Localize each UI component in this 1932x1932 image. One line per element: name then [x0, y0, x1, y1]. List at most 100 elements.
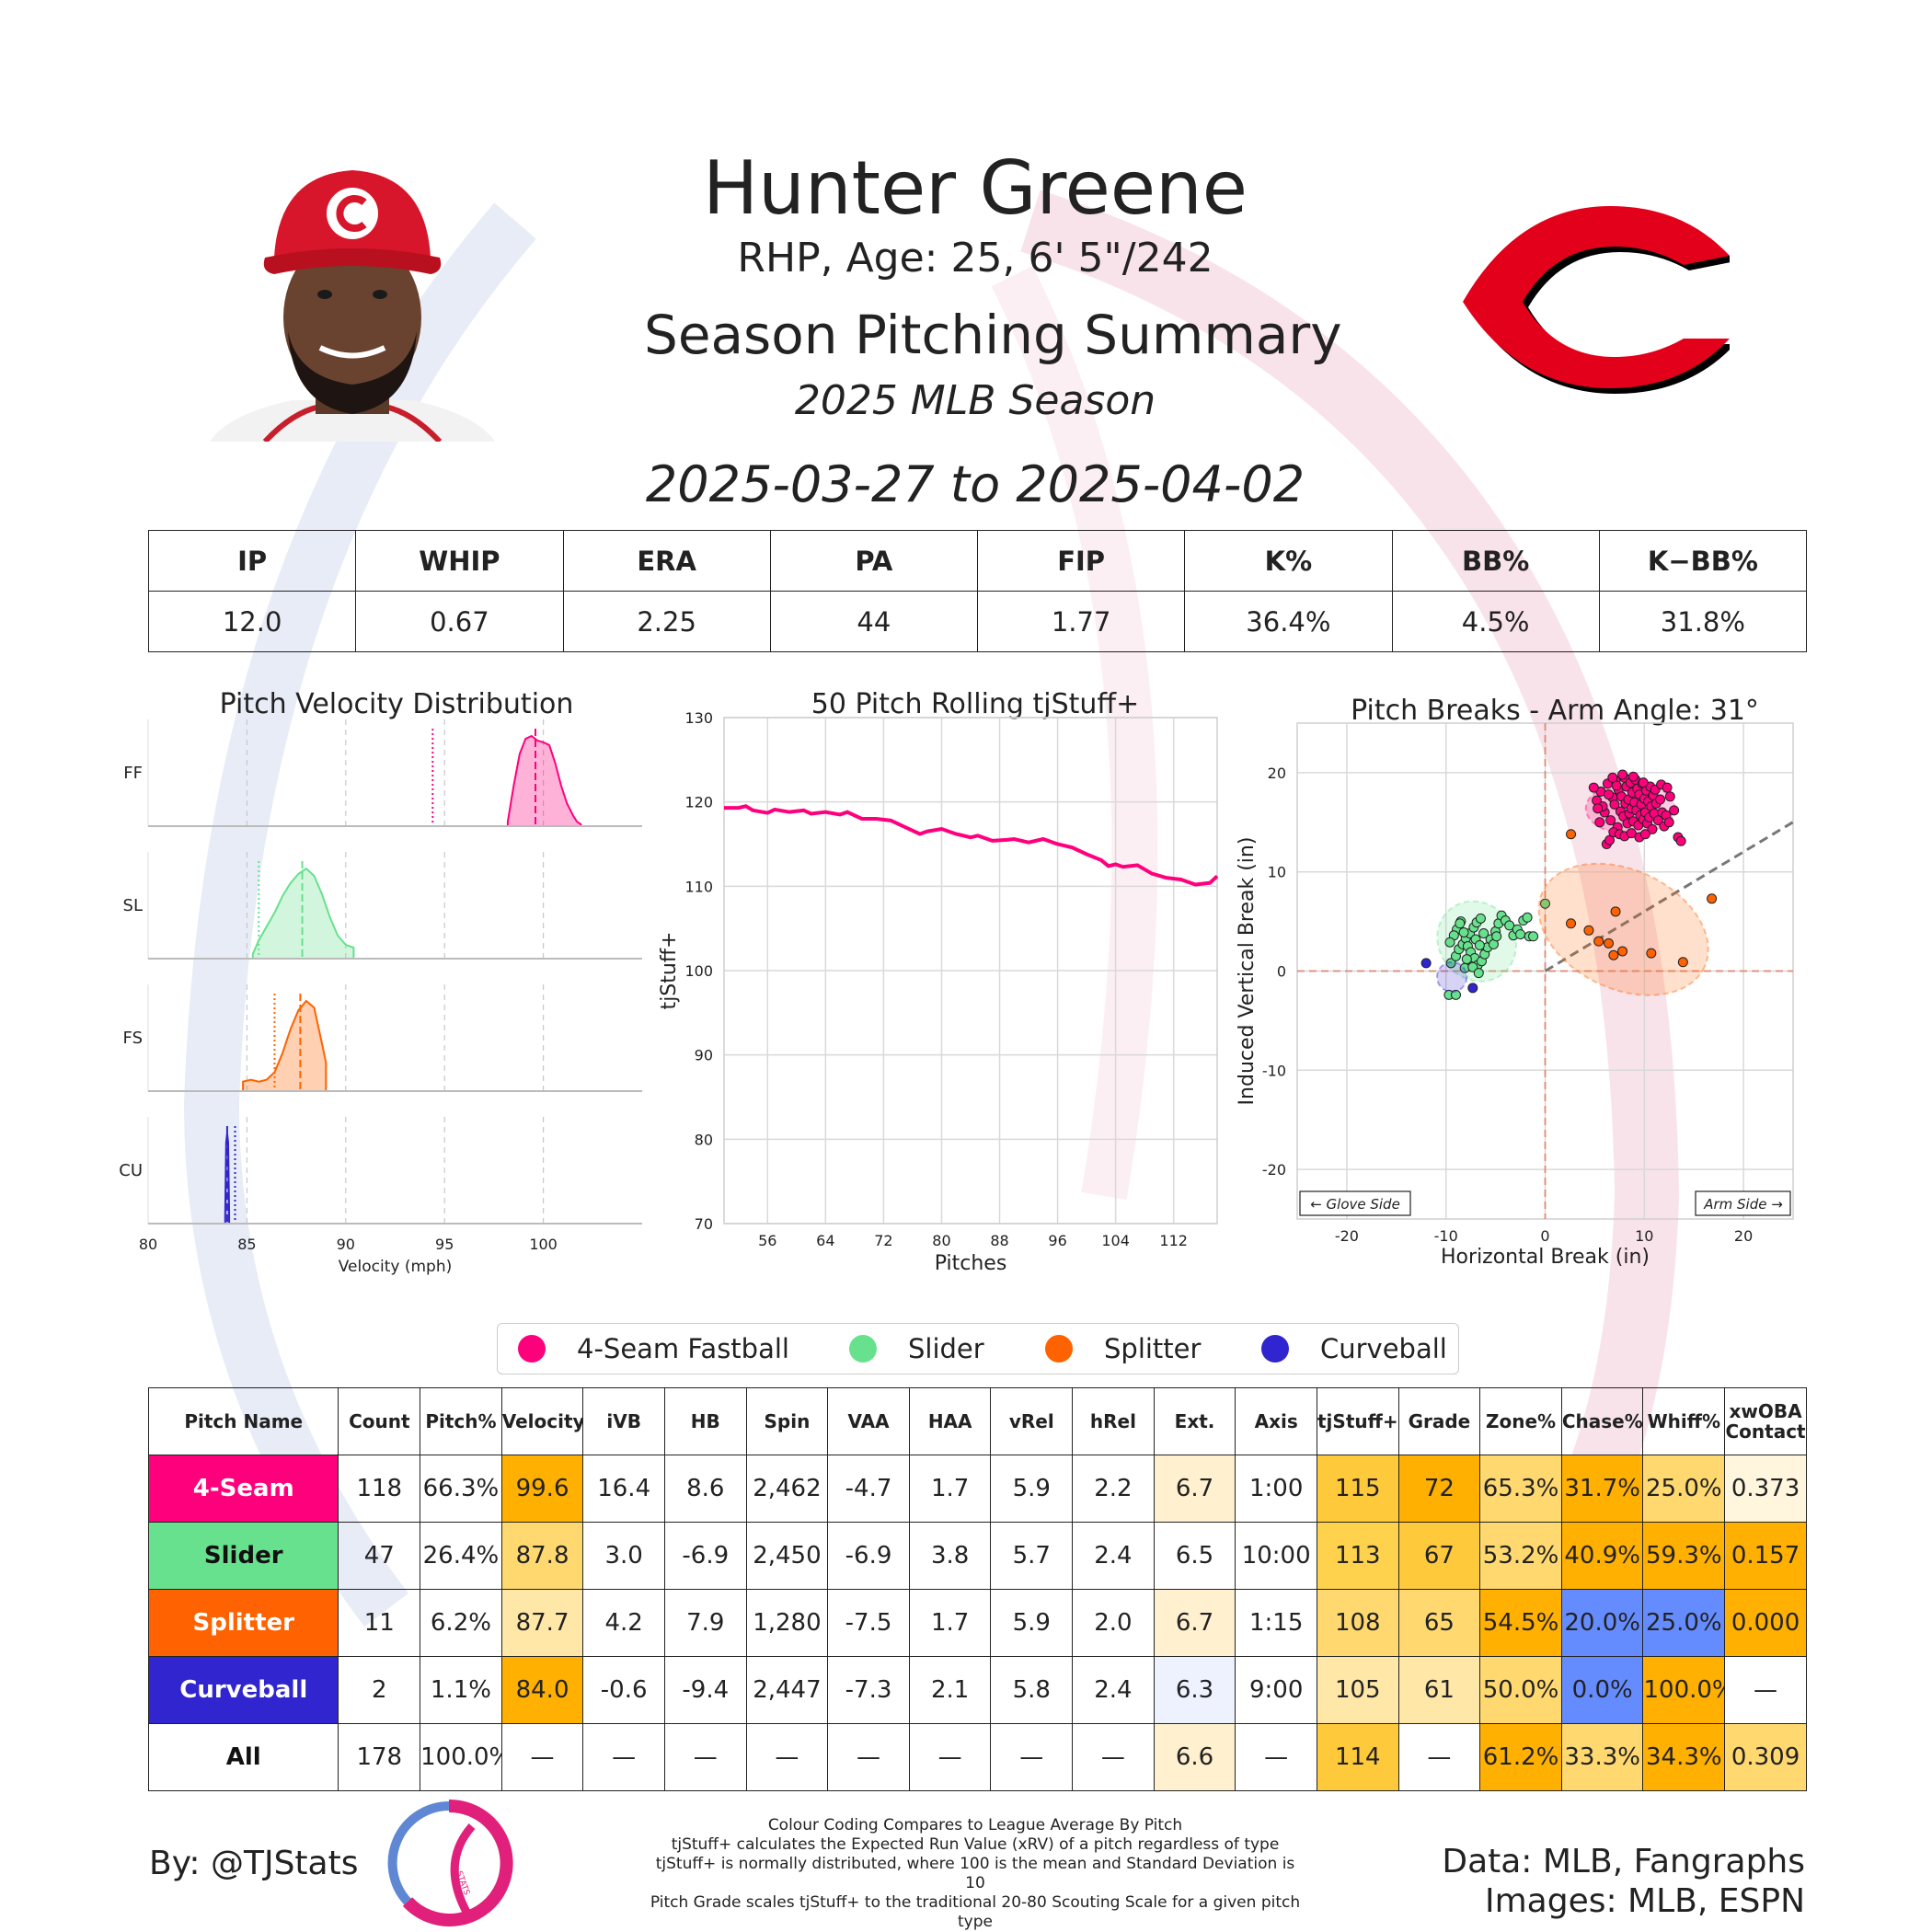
breaks-point	[1504, 920, 1515, 931]
breaks-point	[1455, 918, 1466, 929]
velocity-row-label: CU	[119, 1161, 143, 1180]
pitch-metric-cell: 16.4	[582, 1455, 665, 1523]
rolling-frame	[723, 717, 1218, 1225]
breaks-ellipse	[1537, 862, 1709, 996]
breaks-x-axis-label: Horizontal Break (in)	[1441, 1246, 1650, 1269]
pitch-metric-cell: -7.3	[827, 1656, 910, 1724]
velocity-row-ff: FF	[123, 719, 642, 827]
pitch-metric-cell: 178	[338, 1723, 421, 1791]
stats-value-cell: 4.5%	[1391, 591, 1600, 652]
pitch-metric-cell: 108	[1316, 1589, 1399, 1657]
legend-item: Slider	[849, 1324, 984, 1374]
pitch-metric-cell: -9.4	[663, 1656, 747, 1724]
rolling-x-tick: 112	[1159, 1232, 1188, 1249]
arm-side-label: Arm Side →	[1703, 1196, 1783, 1213]
stats-header-cell: BB%	[1391, 530, 1600, 592]
velocity-row-sl: SL	[123, 852, 642, 960]
pitch-table-row: Curveball 2 1.1% 84.0 -0.6 -9.4 2,447 -7.3 2.1 5.…	[147, 1656, 1807, 1724]
velocity-tick-label: 85	[237, 1236, 256, 1253]
breaks-point	[1607, 772, 1618, 783]
breaks-point	[1603, 937, 1614, 949]
velocity-density-fs	[242, 999, 328, 1092]
pitch-metric-cell: 5.9	[990, 1455, 1074, 1523]
pitch-table-header-cell: HAA	[908, 1387, 992, 1455]
pitch-table-header-cell: Axis	[1235, 1387, 1317, 1455]
velocity-tick-label: 95	[435, 1236, 454, 1253]
breaks-y-axis-label: Induced Vertical Break (in)	[1236, 837, 1259, 1106]
glove-side-label: ← Glove Side	[1310, 1196, 1400, 1213]
rolling-y-tick: 70	[695, 1215, 713, 1233]
breaks-y-tick: -20	[1262, 1161, 1286, 1179]
tjstats-logo: STATS	[387, 1799, 513, 1926]
pitch-metric-cell: 6.7	[1153, 1589, 1236, 1657]
pitch-metric-cell: 65.3%	[1479, 1455, 1562, 1523]
author-credit: By: @TJStats	[149, 1845, 359, 1882]
pitch-metric-cell: —	[500, 1723, 584, 1791]
stats-header-cell: K%	[1184, 530, 1393, 592]
legend-label: 4-Seam Fastball	[577, 1333, 789, 1364]
breaks-point	[1540, 898, 1550, 909]
pitch-metric-cell: 25.0%	[1642, 1455, 1726, 1523]
report-title: Season Pitching Summary	[644, 304, 1342, 366]
legend-item: Splitter	[1045, 1324, 1201, 1374]
velocity-row-fs: FS	[123, 984, 642, 1092]
breaks-point	[1450, 989, 1461, 1000]
pitch-table-header-cell: iVB	[582, 1387, 665, 1455]
breaks-point	[1652, 815, 1663, 826]
glove-side-annotation: ← Glove Side	[1299, 1190, 1411, 1216]
breaks-point	[1610, 906, 1621, 917]
stats-header-row: IP WHIP ERA PA FIP K% BB% K−BB%	[147, 530, 1808, 592]
pitch-metric-cell: -4.7	[827, 1455, 910, 1523]
pitch-metric-cell: 50.0%	[1479, 1656, 1562, 1724]
rolling-y-axis-label: tjStuff+	[658, 932, 681, 1010]
breaks-point	[1583, 925, 1594, 936]
breaks-point	[1647, 823, 1658, 834]
pitch-metric-cell: —	[827, 1723, 910, 1791]
velocity-density-ff	[506, 734, 582, 827]
pitch-metric-cell: —	[745, 1723, 829, 1791]
pitch-metric-cell: 59.3%	[1642, 1522, 1726, 1590]
pitch-metric-cell: 5.9	[990, 1589, 1074, 1657]
rolling-x-axis-label: Pitches	[935, 1252, 1007, 1275]
stats-value-cell: 36.4%	[1184, 591, 1393, 652]
pitch-metric-cell: 20.0%	[1560, 1589, 1644, 1657]
pitch-metric-cell: 9:00	[1235, 1656, 1317, 1724]
legend-item: Curveball	[1261, 1324, 1447, 1374]
pitch-metric-cell: 1:00	[1235, 1455, 1317, 1523]
velocity-row-label: SL	[123, 896, 143, 915]
footnote-line: tjStuff+ calculates the Expected Run Val…	[671, 1835, 1280, 1854]
pitch-table-row: 4-Seam 118 66.3% 99.6 16.4 8.6 2,462 -4.7 1.7 5.9…	[147, 1455, 1807, 1523]
breaks-point	[1662, 782, 1673, 793]
player-name: Hunter Greene	[703, 145, 1248, 231]
rolling-y-tick: 130	[684, 709, 713, 727]
breaks-point	[1605, 815, 1616, 826]
stats-header-cell: FIP	[976, 530, 1186, 592]
pitch-metric-cell: 34.3%	[1642, 1723, 1726, 1791]
breaks-point	[1626, 828, 1637, 839]
pitch-metric-cell: 61	[1397, 1656, 1481, 1724]
pitch-metric-cell: 53.2%	[1479, 1522, 1562, 1590]
pitch-metric-cell: 40.9%	[1560, 1522, 1644, 1590]
pitch-metric-cell: 65	[1397, 1589, 1481, 1657]
breaks-series-4-seam-fastball	[1584, 769, 1686, 850]
breaks-point	[1528, 931, 1539, 942]
pitch-metric-cell: 2.4	[1072, 1656, 1155, 1724]
breaks-point	[1420, 958, 1432, 969]
breaks-point	[1522, 912, 1533, 923]
breaks-point	[1608, 949, 1619, 960]
velocity-row-label: FS	[123, 1029, 143, 1048]
breaks-point	[1478, 928, 1489, 939]
pitch-metric-cell: 31.7%	[1560, 1455, 1644, 1523]
pitch-table-header-cell: Pitch Name	[147, 1387, 339, 1455]
breaks-series-splitter	[1537, 829, 1718, 996]
arm-side-box	[1695, 1190, 1791, 1216]
pitch-metric-cell: 1,280	[745, 1589, 829, 1657]
pitch-metric-cell: 6.6	[1153, 1723, 1236, 1791]
breaks-ellipse	[1435, 960, 1468, 994]
pitch-metric-cell: 1.1%	[420, 1656, 502, 1724]
breaks-x-tick: -20	[1335, 1227, 1359, 1245]
pitch-metric-cell: 66.3%	[420, 1455, 502, 1523]
pitch-metric-cell: 5.7	[990, 1522, 1074, 1590]
breaks-point	[1677, 957, 1688, 968]
pitch-metric-cell: 84.0	[500, 1656, 584, 1724]
